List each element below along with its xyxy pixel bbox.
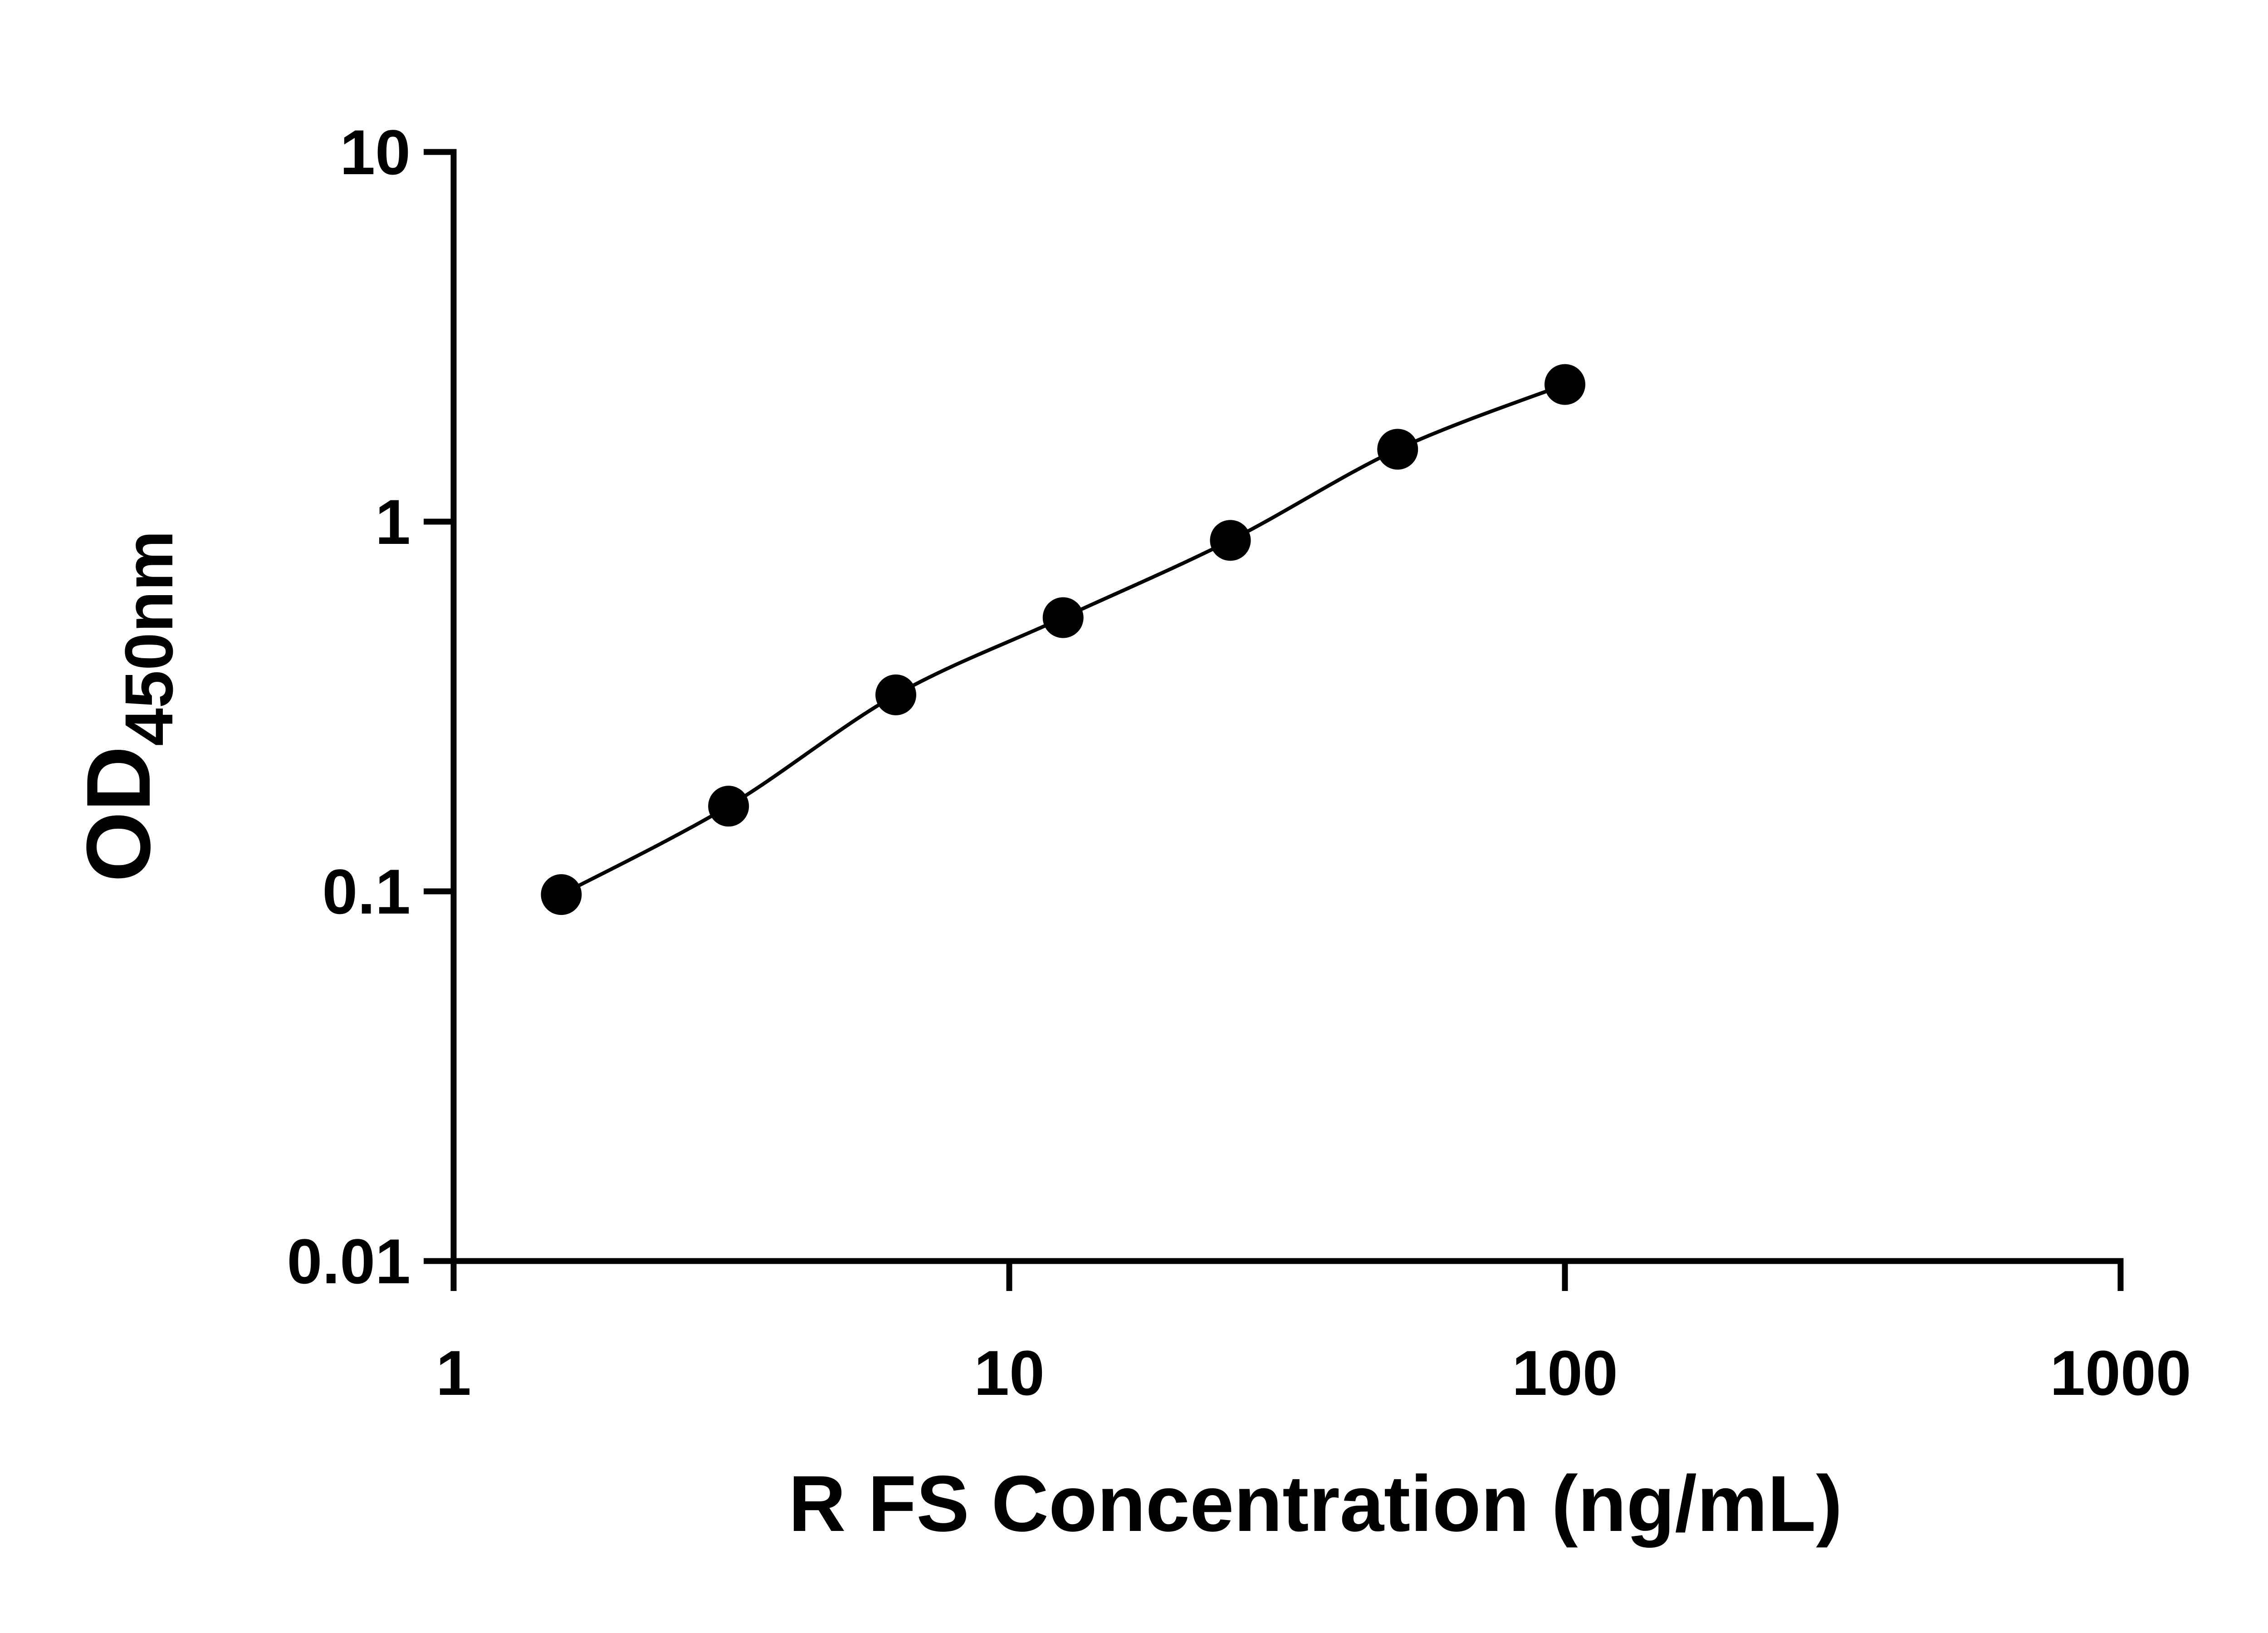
x-tick-label: 10 bbox=[974, 1337, 1045, 1408]
data-point-marker bbox=[1210, 520, 1251, 561]
x-axis-title: R FS Concentration (ng/mL) bbox=[788, 1460, 1842, 1548]
y-tick-label: 1 bbox=[375, 486, 411, 557]
y-tick-label: 10 bbox=[340, 117, 411, 188]
x-tick-label: 100 bbox=[1512, 1337, 1618, 1408]
y-axis-title-main: OD bbox=[68, 746, 169, 882]
data-point-marker bbox=[708, 786, 749, 827]
fit-curve-line bbox=[560, 382, 1566, 896]
data-point-marker bbox=[1042, 597, 1084, 638]
y-axis-title: OD450nm bbox=[68, 530, 187, 882]
x-tick-label: 1000 bbox=[2050, 1337, 2191, 1408]
y-axis-title-subscript: 450nm bbox=[111, 530, 187, 746]
plot-layer: 1 10 100 1000 0.01 0.1 1 10 bbox=[287, 117, 2191, 1408]
data-point-marker bbox=[1377, 429, 1418, 470]
x-tick-label: 1 bbox=[436, 1337, 471, 1408]
y-tick-label: 0.1 bbox=[322, 856, 411, 927]
data-point-marker bbox=[1545, 364, 1585, 405]
axis-lines bbox=[450, 149, 2124, 1264]
data-point-marker bbox=[875, 674, 916, 715]
data-point-marker bbox=[541, 874, 582, 915]
y-tick-label: 0.01 bbox=[287, 1226, 411, 1297]
